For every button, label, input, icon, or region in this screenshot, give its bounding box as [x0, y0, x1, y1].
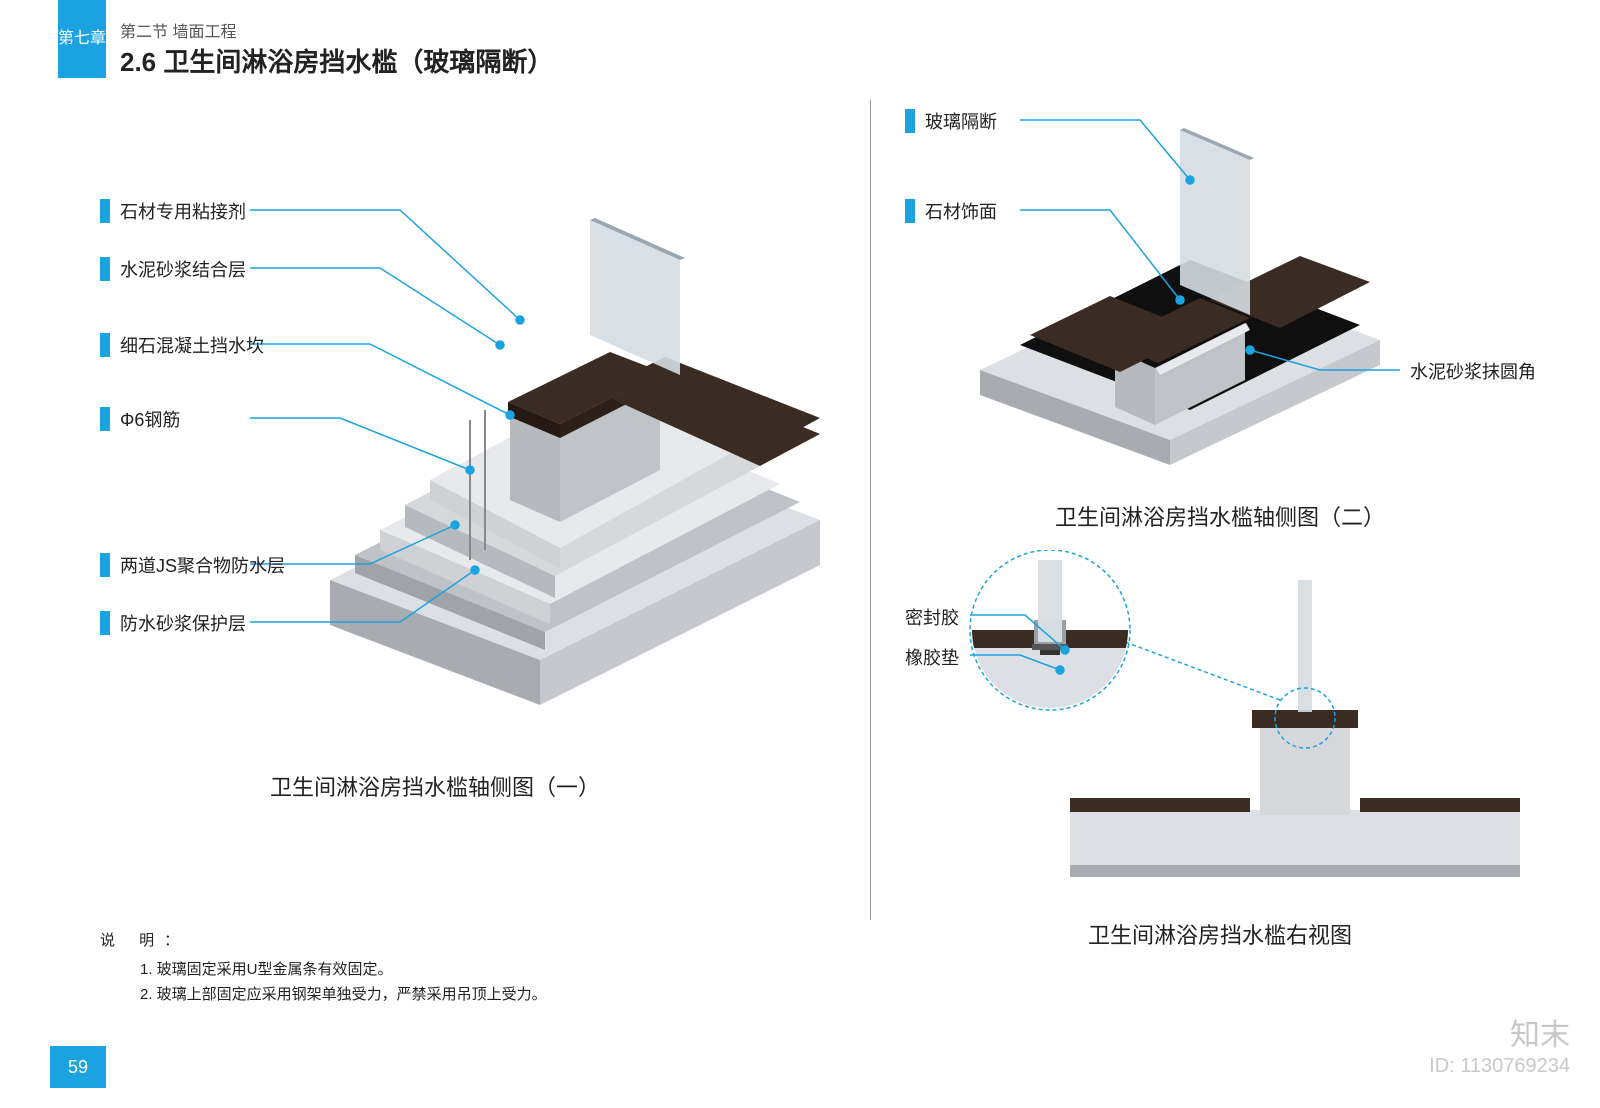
label-wp-mortar-protect: 防水砂浆保护层 [100, 610, 246, 636]
label-mortar-fillet: 水泥砂浆抹圆角 [1410, 358, 1536, 384]
note-1: 1. 玻璃固定采用U型金属条有效固定。 [140, 958, 547, 979]
label-rubber-pad: 橡胶垫 [905, 644, 959, 670]
label-phi6-rebar: Φ6钢筋 [100, 406, 180, 432]
notes-title: 说 明： [100, 929, 547, 950]
caption-right-lower: 卫生间淋浴房挡水槛右视图 [870, 918, 1570, 950]
label-stone-finish: 石材饰面 [905, 198, 997, 224]
caption-left: 卫生间淋浴房挡水槛轴侧图（一） [0, 770, 870, 802]
caption-right-upper: 卫生间淋浴房挡水槛轴侧图（二） [870, 500, 1570, 532]
page-number: 59 [50, 1046, 106, 1088]
label-fine-concrete-curb: 细石混凝土挡水坎 [100, 332, 264, 358]
note-2: 2. 玻璃上部固定应采用钢架单独受力，严禁采用吊顶上受力。 [140, 983, 547, 1004]
label-stone-adhesive: 石材专用粘接剂 [100, 198, 246, 224]
left-leaders [0, 0, 870, 900]
label-glass-partition: 玻璃隔断 [905, 108, 997, 134]
watermark: 知末 ID: 1130769234 [1429, 1018, 1570, 1078]
label-sealant: 密封胶 [905, 604, 959, 630]
right-upper-leaders [870, 0, 1600, 520]
right-detail-leaders [870, 540, 1270, 800]
label-js-waterproof: 两道JS聚合物防水层 [100, 552, 285, 578]
label-cement-mortar-bond: 水泥砂浆结合层 [100, 256, 246, 282]
notes-block: 说 明： 1. 玻璃固定采用U型金属条有效固定。 2. 玻璃上部固定应采用钢架单… [100, 929, 547, 1008]
